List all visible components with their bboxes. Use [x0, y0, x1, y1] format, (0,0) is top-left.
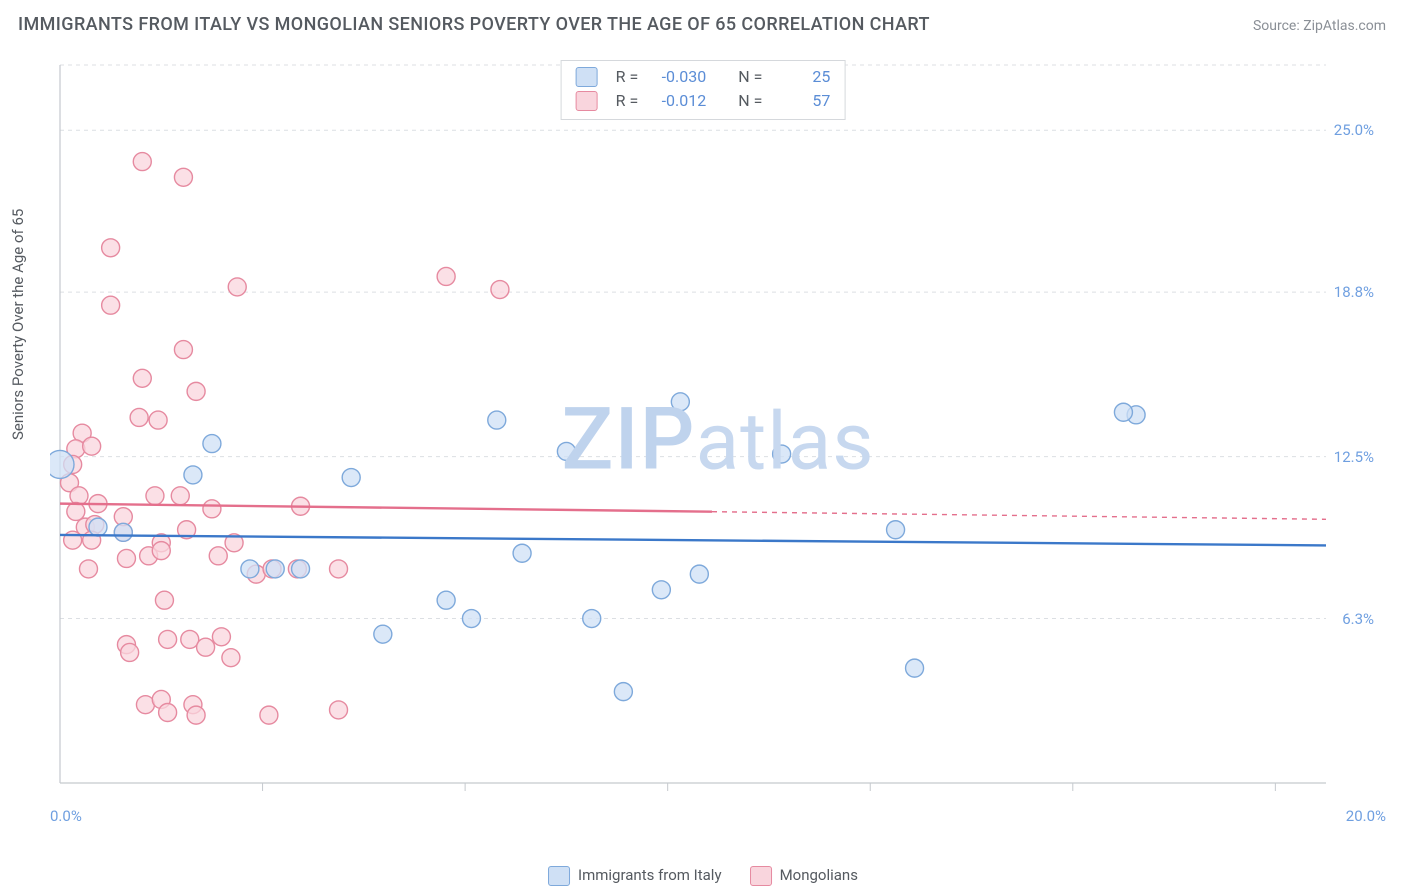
swatch-mongolian-icon — [750, 866, 772, 886]
legend-label-mongolian: Mongolians — [780, 866, 858, 884]
r-label: R = — [616, 65, 639, 89]
swatch-italy-icon — [548, 866, 570, 886]
correlation-legend: R = -0.030 N = 25 R = -0.012 N = 57 — [561, 60, 846, 120]
n-value-italy: 25 — [772, 65, 830, 89]
series-legend: Immigrants from Italy Mongolians — [548, 866, 858, 886]
source-label: Source: ZipAtlas.com — [1253, 18, 1386, 34]
n-label: N = — [738, 65, 762, 89]
n-label: N = — [738, 89, 762, 113]
source-prefix: Source: — [1253, 18, 1303, 34]
swatch-mongolian — [576, 91, 598, 111]
legend-row-mongolian: R = -0.012 N = 57 — [576, 89, 831, 113]
r-value-italy: -0.030 — [648, 65, 706, 89]
r-value-mongolian: -0.012 — [648, 89, 706, 113]
y-tick-label: 18.8% — [1334, 283, 1374, 301]
legend-label-italy: Immigrants from Italy — [578, 866, 722, 884]
chart-title: IMMIGRANTS FROM ITALY VS MONGOLIAN SENIO… — [18, 14, 930, 35]
y-tick-label: 12.5% — [1334, 448, 1374, 466]
chart-plot: ZIPatlas 0.0% 20.0% 6.3%12.5%18.8%25.0% — [50, 55, 1386, 823]
legend-item-mongolian: Mongolians — [750, 866, 858, 886]
chart-svg — [50, 55, 1386, 823]
source-link[interactable]: ZipAtlas.com — [1303, 18, 1386, 34]
y-axis-label: Seniors Poverty Over the Age of 65 — [9, 209, 27, 440]
n-value-mongolian: 57 — [772, 89, 830, 113]
legend-row-italy: R = -0.030 N = 25 — [576, 65, 831, 89]
legend-item-italy: Immigrants from Italy — [548, 866, 722, 886]
x-tick-max: 20.0% — [1346, 807, 1386, 825]
y-tick-label: 6.3% — [1342, 610, 1374, 628]
swatch-italy — [576, 67, 598, 87]
r-label: R = — [616, 89, 639, 113]
y-tick-label: 25.0% — [1334, 121, 1374, 139]
x-tick-min: 0.0% — [50, 807, 82, 825]
